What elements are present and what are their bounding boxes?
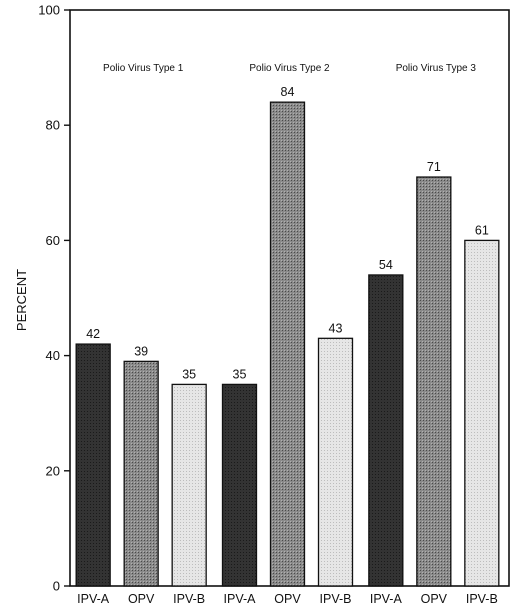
y-axis-label: PERCENT — [14, 269, 29, 331]
group-label: Polio Virus Type 1 — [103, 63, 184, 74]
bar-value-label: 35 — [233, 367, 247, 381]
bar-value-label: 54 — [379, 258, 393, 272]
x-category-label: IPV-B — [173, 592, 205, 606]
x-category-label: IPV-A — [224, 592, 257, 606]
bar-opv — [123, 360, 159, 587]
y-tick-label: 40 — [46, 348, 60, 363]
y-tick-label: 0 — [53, 579, 60, 594]
x-category-label: IPV-A — [77, 592, 110, 606]
bars — [75, 101, 500, 587]
bar-opv — [269, 101, 306, 587]
bar-ipv-a — [368, 274, 404, 587]
bar-ipv-b — [464, 239, 500, 587]
x-category-label: IPV-B — [466, 592, 498, 606]
group-labels: Polio Virus Type 1 Polio Virus Type 2 Poli… — [103, 63, 476, 74]
bar-value-label: 35 — [182, 367, 196, 381]
bar-value-label: 84 — [281, 85, 295, 99]
bar-value-label: 71 — [427, 160, 441, 174]
x-category-label: OPV — [128, 592, 155, 606]
y-tick-label: 20 — [46, 463, 60, 478]
y-tick-label: 60 — [46, 233, 60, 248]
y-tick-label: 100 — [38, 3, 60, 18]
bar-value-label: 42 — [86, 327, 100, 341]
bar-ipv-a — [75, 343, 111, 587]
bar-value-label: 43 — [329, 321, 343, 335]
x-axis-labels: IPV-A OPV IPV-B IPV-A OPV IPV-B IPV-A OPV IPV-B — [77, 592, 498, 606]
group-label: Polio Virus Type 2 — [249, 63, 330, 74]
y-tick-label: 80 — [46, 118, 60, 133]
bar-ipv-b — [171, 383, 207, 587]
x-category-label: OPV — [421, 592, 448, 606]
bar-value-label: 61 — [475, 223, 489, 237]
x-category-label: OPV — [274, 592, 301, 606]
bar-ipv-a — [221, 383, 258, 587]
x-category-label: IPV-A — [370, 592, 403, 606]
bar-value-label: 39 — [134, 344, 148, 358]
bar-opv — [416, 176, 452, 587]
x-category-label: IPV-B — [320, 592, 352, 606]
bar-ipv-b — [317, 337, 354, 587]
y-axis: 0 20 40 60 80 100 — [38, 3, 70, 594]
value-labels: 42 39 35 35 84 43 54 71 61 — [86, 85, 489, 381]
group-label: Polio Virus Type 3 — [396, 63, 477, 74]
